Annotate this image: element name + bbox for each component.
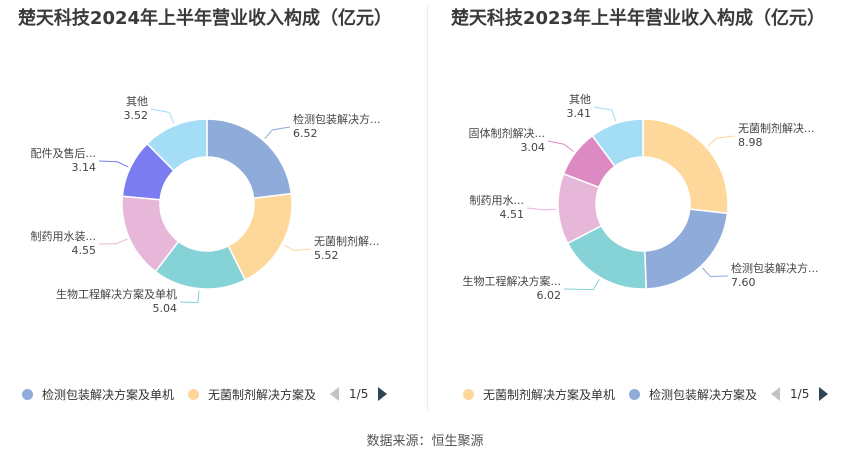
slice-leader-line	[707, 135, 736, 147]
slice-label: 检测包装解决方...	[731, 261, 819, 275]
slice-value-label: 3.52	[124, 109, 149, 122]
legend: 无菌制剂解决方案及单机 检测包装解决方案及 1/5	[463, 384, 829, 404]
legend-marker	[22, 388, 33, 400]
legend-prev-arrow-icon[interactable]	[771, 387, 781, 401]
legend: 检测包装解决方案及单机 无菌制剂解决方案及 1/5	[22, 384, 388, 404]
slice-label: 检测包装解决方...	[293, 112, 381, 126]
donut-panel-2023: 楚天科技2023年上半年营业收入构成（亿元） 无菌制剂解决... 8.98 检测包装…	[433, 0, 850, 420]
legend-label: 无菌制剂解决方案及	[208, 387, 317, 402]
slice-leader-line	[563, 278, 600, 291]
slice-leader-line	[264, 126, 291, 140]
slice-value-label: 6.02	[537, 289, 562, 302]
legend-label: 检测包装解决方案及	[649, 387, 758, 402]
slice-leader-line	[701, 267, 729, 278]
donut-chart-2024: 检测包装解决方...6.52 无菌制剂解...5.52 生物工程解决方案及单机5.0…	[31, 95, 381, 315]
slice-leader-line	[98, 238, 128, 245]
slice-leader-line	[593, 106, 617, 122]
slice-leader-line	[179, 290, 200, 304]
slice-value-label: 3.41	[567, 107, 592, 120]
slice-label: 无菌制剂解决...	[738, 121, 815, 135]
legend-page-indicator: 1/5	[349, 387, 369, 401]
chart-title: 楚天科技2024年上半年营业收入构成（亿元）	[17, 8, 393, 29]
legend-label: 检测包装解决方案及单机	[42, 387, 175, 402]
legend-label: 无菌制剂解决方案及单机	[483, 387, 616, 402]
panel-divider	[427, 6, 428, 410]
legend-marker	[629, 388, 641, 400]
legend-next-arrow-icon[interactable]	[819, 387, 829, 401]
legend-item[interactable]: 无菌制剂解决方案及单机	[463, 386, 615, 403]
slice-label: 其他	[126, 95, 148, 108]
slice-label: 制药用水...	[470, 194, 525, 207]
legend-item[interactable]: 检测包装解决方案及	[629, 386, 757, 403]
slice-label: 制药用水装...	[31, 230, 97, 243]
donut-slice[interactable]	[591, 118, 644, 168]
donut-slice[interactable]	[206, 118, 293, 200]
slice-label: 其他	[569, 93, 591, 106]
legend-next-arrow-icon[interactable]	[378, 387, 388, 401]
slice-leader-line	[150, 108, 175, 124]
legend-pager: 1/5	[771, 387, 829, 401]
legend-page-indicator: 1/5	[790, 387, 810, 401]
chart-title: 楚天科技2023年上半年营业收入构成（亿元）	[450, 8, 826, 29]
slice-label: 无菌制剂解...	[314, 234, 380, 248]
slice-value-label: 6.52	[293, 127, 318, 140]
slice-leader-line	[98, 160, 129, 168]
slice-value-label: 3.14	[72, 161, 97, 174]
donut-panel-2024: 楚天科技2024年上半年营业收入构成（亿元） 检测包装解决方... 6.52 无菌制…	[0, 0, 425, 420]
slice-label: 固体制剂解决...	[469, 126, 546, 140]
slice-label: 生物工程解决方案及单机	[56, 287, 177, 301]
legend-item[interactable]: 无菌制剂解决方案及	[188, 386, 316, 403]
slice-value-label: 5.52	[314, 249, 339, 262]
slice-leader-line	[547, 140, 574, 152]
legend-marker	[463, 388, 474, 400]
slice-value-label: 3.04	[521, 141, 546, 154]
donut-chart-2023: 无菌制剂解决...8.98 检测包装解决方...7.60 生物工程解决方案...6.…	[463, 93, 819, 302]
legend-prev-arrow-icon[interactable]	[330, 387, 340, 401]
slice-leader-line	[283, 244, 312, 252]
legend-pager: 1/5	[330, 387, 388, 401]
legend-item[interactable]: 检测包装解决方案及单机	[22, 386, 174, 403]
slice-leader-line	[526, 207, 557, 211]
slice-label: 配件及售后...	[31, 146, 97, 160]
slice-value-label: 5.04	[153, 302, 178, 315]
slice-value-label: 8.98	[738, 136, 763, 149]
data-source-note: 数据来源：恒生聚源	[366, 434, 484, 449]
legend-marker	[188, 388, 200, 400]
slice-value-label: 4.51	[500, 208, 525, 221]
donut-slice[interactable]	[643, 208, 729, 290]
slice-value-label: 4.55	[72, 244, 97, 257]
slice-value-label: 7.60	[731, 276, 756, 289]
donut-slice[interactable]	[642, 118, 729, 215]
slice-label: 生物工程解决方案...	[463, 274, 562, 288]
donut-slice[interactable]	[146, 118, 208, 172]
